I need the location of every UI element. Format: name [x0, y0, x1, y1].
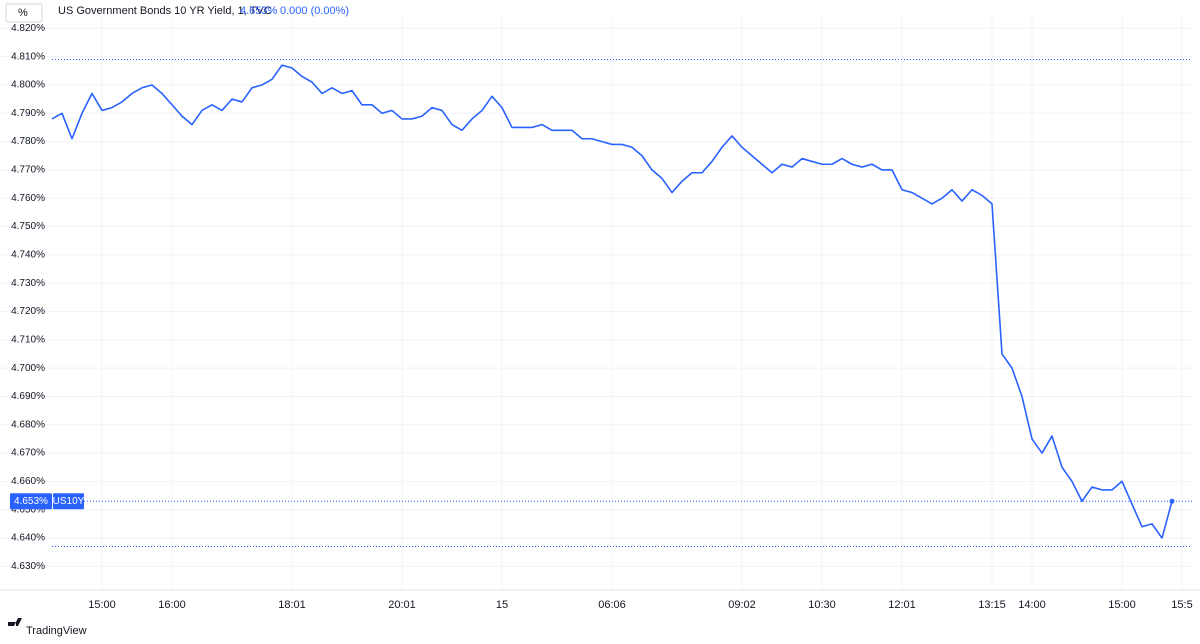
x-tick-label: 15:00 — [88, 599, 116, 611]
y-tick-label: 4.670% — [11, 448, 45, 459]
x-tick-label: 20:01 — [388, 599, 416, 611]
y-tick-label: 4.730% — [11, 278, 45, 289]
x-tick-label: 15 — [496, 599, 508, 611]
brand: TradingView — [26, 625, 87, 637]
grid — [0, 17, 1192, 589]
y-tick-label: 4.740% — [11, 250, 45, 261]
y-tick-label: 4.700% — [11, 363, 45, 374]
y-tick-label: 4.680% — [11, 419, 45, 430]
y-tick-label: 4.650% — [11, 504, 45, 515]
symbol-tag — [53, 493, 84, 510]
y-tick-label: 4.660% — [11, 476, 45, 487]
line-series — [51, 64, 1173, 539]
last-value: 4.653% — [240, 5, 278, 17]
x-tick-label: 15:5 — [1171, 599, 1192, 611]
y-tick-label: 4.810% — [11, 51, 45, 62]
y-tick-label: 4.780% — [11, 136, 45, 147]
y-tick-label: 4.640% — [11, 533, 45, 544]
x-tick-label: 06:06 — [598, 599, 626, 611]
y-tick-label: 4.770% — [11, 165, 45, 176]
x-tick-label: 18:01 — [278, 599, 306, 611]
brand-logo — [8, 618, 22, 626]
y-tick-label: 4.720% — [11, 306, 45, 317]
x-tick-label: 10:30 — [808, 599, 836, 611]
y-tick-label: 4.800% — [11, 80, 45, 91]
last-point — [1169, 498, 1175, 504]
x-tick-label: 16:00 — [158, 599, 186, 611]
unit-box[interactable] — [5, 3, 43, 23]
y-tick-label: 4.690% — [11, 391, 45, 402]
y-tick-label: 4.750% — [11, 221, 45, 232]
symbol-title: US Government Bonds 10 YR Yield, 1, TVC — [58, 5, 272, 17]
y-tick-label: 4.760% — [11, 193, 45, 204]
x-tick-label: 14:00 — [1018, 599, 1046, 611]
x-tick-label: 15:00 — [1108, 599, 1136, 611]
y-tick-label: 4.820% — [11, 23, 45, 34]
x-tick-label: 12:01 — [888, 599, 916, 611]
price-tag-label: 4.653% — [14, 496, 48, 507]
y-tick-label: 4.630% — [11, 561, 45, 572]
y-tick-label: 4.790% — [11, 108, 45, 119]
unit: % — [18, 7, 28, 19]
y-tick-label: 4.710% — [11, 334, 45, 345]
price-tag — [10, 493, 52, 510]
x-tick-label: 13:15 — [978, 599, 1006, 611]
change: 0.000 (0.00%) — [280, 5, 349, 17]
symbol-tag-label: US10Y — [53, 496, 85, 507]
x-tick-label: 09:02 — [728, 599, 756, 611]
